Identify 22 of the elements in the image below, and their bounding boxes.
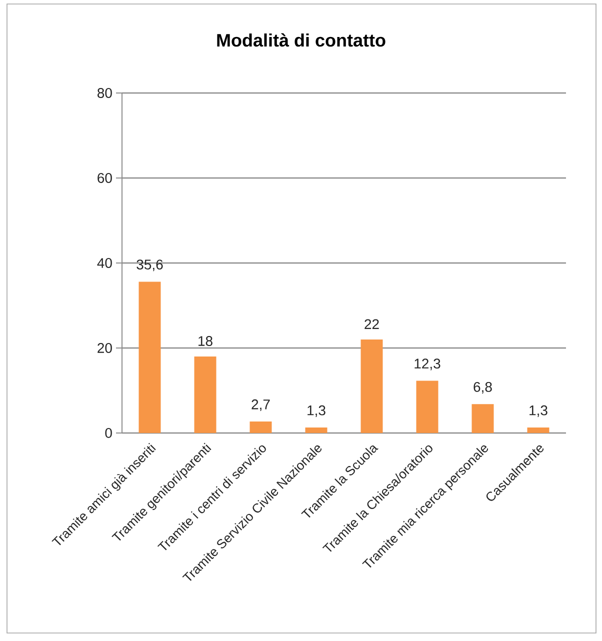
bar — [472, 404, 494, 433]
chart-title: Modalità di contatto — [217, 33, 386, 47]
bar — [250, 422, 272, 433]
y-tick-label: 0 — [105, 428, 112, 438]
y-tick-label: 80 — [98, 88, 112, 98]
y-tick-label: 20 — [98, 343, 112, 353]
bar — [360, 339, 383, 433]
y-tick-label: 60 — [98, 173, 112, 183]
data-label: 1,3 — [530, 405, 548, 417]
data-label: 6,8 — [474, 382, 492, 394]
data-label: 35,6 — [136, 260, 163, 272]
bar — [305, 427, 328, 433]
y-tick-label: 40 — [97, 258, 112, 268]
data-label: 18 — [198, 336, 212, 346]
data-label: 12,3 — [414, 358, 440, 370]
data-label: 2,7 — [252, 399, 270, 412]
bar — [416, 380, 438, 433]
bar — [138, 282, 161, 433]
bar — [527, 427, 550, 433]
bar — [194, 356, 216, 433]
data-label: 22 — [364, 319, 379, 329]
data-label: 1,3 — [308, 405, 326, 417]
